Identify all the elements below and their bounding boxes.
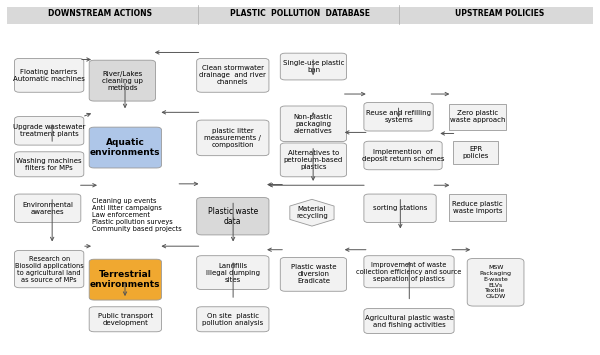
Text: Floating barriers
Automatic machines: Floating barriers Automatic machines (13, 69, 85, 82)
Text: Clean stormwater
drainage  and river
channels: Clean stormwater drainage and river chan… (199, 65, 266, 85)
FancyBboxPatch shape (449, 104, 506, 130)
Text: Material
recycling: Material recycling (296, 206, 328, 219)
FancyBboxPatch shape (364, 308, 454, 334)
FancyBboxPatch shape (280, 257, 347, 291)
FancyBboxPatch shape (14, 116, 84, 145)
FancyBboxPatch shape (364, 194, 436, 223)
Text: DOWNSTREAM ACTIONS: DOWNSTREAM ACTIONS (48, 9, 152, 18)
Text: Zero plastic
waste approach: Zero plastic waste approach (450, 110, 505, 123)
Text: Research on
Biosolid applications
to agricultural land
as source of MPs: Research on Biosolid applications to agr… (15, 256, 83, 283)
Text: Agricultural plastic waste
and fishing activities: Agricultural plastic waste and fishing a… (365, 315, 454, 328)
Text: Landfills
Illegal dumping
sites: Landfills Illegal dumping sites (206, 263, 260, 283)
Text: Alternatives to
petroleum-based
plastics: Alternatives to petroleum-based plastics (284, 150, 343, 170)
Text: Reuse and refilling
systems: Reuse and refilling systems (366, 110, 431, 123)
FancyBboxPatch shape (89, 259, 161, 300)
Text: PLASTIC  POLLUTION  DATABASE: PLASTIC POLLUTION DATABASE (230, 9, 370, 18)
Polygon shape (290, 200, 334, 226)
FancyBboxPatch shape (467, 258, 524, 306)
Text: Plastic waste
diversion
Eradicate: Plastic waste diversion Eradicate (290, 264, 336, 284)
FancyBboxPatch shape (197, 120, 269, 155)
Text: Single-use plastic
ban: Single-use plastic ban (283, 60, 344, 73)
Text: River/Lakes
cleaning up
methods: River/Lakes cleaning up methods (102, 71, 143, 91)
Text: Public transport
development: Public transport development (98, 313, 153, 326)
FancyBboxPatch shape (89, 60, 155, 101)
FancyBboxPatch shape (89, 307, 161, 332)
Text: MSW
Packaging
E-waste
ELVs
Textile
C&DW: MSW Packaging E-waste ELVs Textile C&DW (479, 265, 512, 299)
Text: Terrestrial
environments: Terrestrial environments (90, 270, 161, 289)
Text: Cleaning up events
Anti litter campaigns
Law enforcement
Plastic pollution surve: Cleaning up events Anti litter campaigns… (92, 198, 182, 233)
FancyBboxPatch shape (280, 143, 347, 177)
FancyBboxPatch shape (197, 307, 269, 332)
FancyBboxPatch shape (280, 106, 347, 142)
FancyBboxPatch shape (454, 141, 498, 164)
FancyBboxPatch shape (197, 256, 269, 290)
Text: On site  plastic
pollution analysis: On site plastic pollution analysis (202, 313, 263, 326)
Text: Washing machines
filters for MPs: Washing machines filters for MPs (16, 158, 82, 171)
FancyBboxPatch shape (280, 53, 347, 80)
FancyBboxPatch shape (364, 141, 442, 170)
FancyBboxPatch shape (449, 195, 506, 221)
Text: plastic litter
measurements /
composition: plastic litter measurements / compositio… (205, 128, 261, 148)
FancyBboxPatch shape (14, 250, 84, 288)
Text: Implemention  of
deposit return schemes: Implemention of deposit return schemes (362, 149, 444, 162)
Text: Reduce plastic
waste imports: Reduce plastic waste imports (452, 201, 503, 214)
FancyBboxPatch shape (197, 198, 269, 235)
FancyBboxPatch shape (89, 127, 161, 168)
Text: Aquatic
environments: Aquatic environments (90, 138, 161, 157)
FancyBboxPatch shape (364, 256, 454, 288)
Text: sorting stations: sorting stations (373, 205, 427, 211)
FancyBboxPatch shape (14, 152, 84, 177)
Text: UPSTREAM POLICIES: UPSTREAM POLICIES (455, 9, 545, 18)
Text: Upgrade wastewater
treatment plants: Upgrade wastewater treatment plants (13, 124, 85, 137)
Text: Environmental
awarenes: Environmental awarenes (22, 202, 73, 215)
Text: EPR
policies: EPR policies (463, 146, 489, 159)
Text: Improvement of waste
collection efficiency and source
separation of plastics: Improvement of waste collection efficien… (356, 262, 461, 282)
FancyBboxPatch shape (14, 194, 81, 223)
FancyBboxPatch shape (14, 59, 84, 92)
FancyBboxPatch shape (7, 7, 593, 24)
Text: Plastic waste
data: Plastic waste data (208, 207, 258, 226)
FancyBboxPatch shape (197, 59, 269, 92)
Text: Non-plastic
packaging
alernatives: Non-plastic packaging alernatives (294, 114, 333, 134)
FancyBboxPatch shape (364, 103, 433, 131)
